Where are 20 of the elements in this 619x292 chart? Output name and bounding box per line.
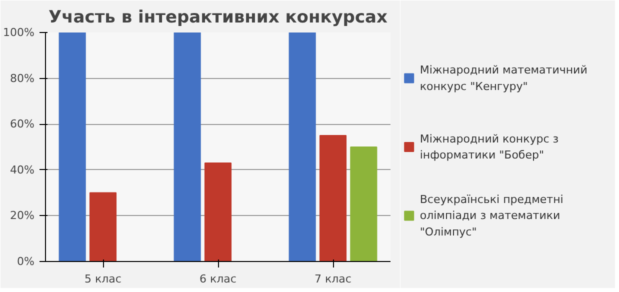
y-tick-label: 0%: [17, 255, 34, 268]
bar: [288, 32, 316, 262]
legend-label: Всеукраїнські предметні олімпіади з математики "Олімпус": [420, 192, 564, 238]
bar: [174, 32, 201, 262]
chart-title: Участь в інтерактивних конкурсах: [48, 8, 388, 28]
legend-label: Міжнародний математичний конкурс "Кенгуру": [420, 64, 588, 93]
x-tick-label: 5 клас: [84, 272, 122, 286]
y-tick-label: 60%: [10, 118, 35, 131]
bar: [350, 146, 378, 262]
x-tick-label: 7 клас: [314, 272, 352, 286]
legend-label: Міжнародний конкурс з інформатики "Бобер": [420, 132, 559, 162]
bar: [89, 192, 117, 262]
bar: [204, 162, 232, 262]
y-tick-label: 20%: [10, 209, 35, 222]
y-tick-label: 80%: [10, 72, 35, 85]
y-tick-label: 40%: [10, 163, 35, 176]
x-tick-label: 6 клас: [200, 272, 236, 286]
bar: [319, 135, 347, 262]
y-tick-label: 100%: [3, 26, 35, 39]
bar: [58, 32, 86, 262]
